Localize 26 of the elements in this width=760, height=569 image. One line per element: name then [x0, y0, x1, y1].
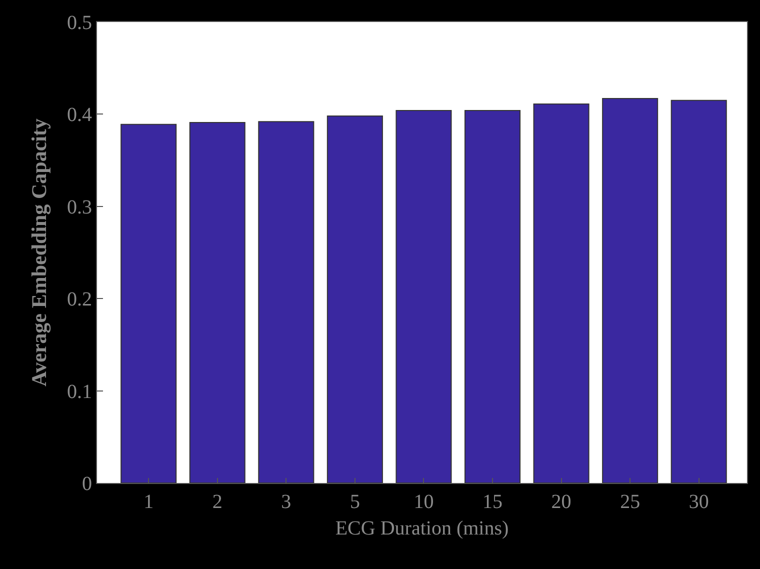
x-tick-label: 3 [281, 491, 292, 513]
x-tick-label: 1 [144, 491, 154, 513]
bar [602, 98, 658, 483]
bar [670, 100, 727, 483]
x-tick-label: 15 [482, 491, 502, 513]
bar [258, 121, 314, 483]
y-tick-label: 0.5 [67, 12, 92, 34]
bar [396, 110, 452, 483]
y-tick-label: 0 [82, 473, 92, 495]
bar [326, 116, 383, 483]
x-tick-label: 2 [212, 491, 222, 513]
bar [464, 110, 521, 483]
x-tick-label: 30 [688, 491, 709, 513]
bar [189, 122, 246, 483]
x-tick-label: 10 [414, 491, 434, 513]
bar [120, 124, 177, 483]
y-tick-label: 0.4 [67, 104, 92, 126]
x-axis-title: ECG Duration (mins) [335, 518, 509, 540]
x-tick-label: 5 [350, 491, 360, 513]
y-tick-label: 0.2 [67, 288, 92, 311]
y-axis-title: Average Embedding Capacity [27, 118, 52, 386]
x-tick-label: 25 [620, 491, 640, 513]
y-tick-label: 0.1 [67, 380, 92, 403]
bar [533, 104, 590, 483]
y-tick-label: 0.3 [67, 196, 92, 218]
x-tick-label: 20 [551, 491, 572, 513]
